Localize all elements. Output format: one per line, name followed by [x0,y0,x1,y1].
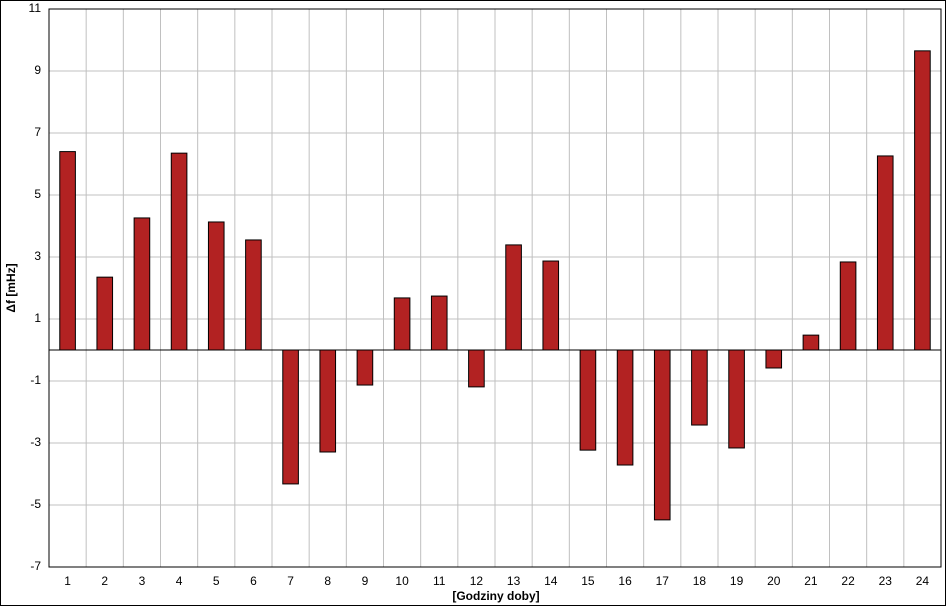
bar [133,217,151,351]
bar [319,349,337,453]
x-tick-label: 20 [767,574,781,588]
x-tick-label: 13 [507,574,521,588]
x-tick-label: 5 [213,574,220,588]
y-tick-label: -3 [30,435,41,449]
x-tick-label: 19 [730,574,744,588]
x-tick-label: 2 [101,574,108,588]
x-tick-label: 8 [324,574,331,588]
x-axis-label: [Godziny doby] [452,589,539,603]
bar [802,334,820,351]
x-tick-label: 18 [693,574,707,588]
bar [468,349,485,388]
bar [96,276,114,351]
y-tick-label: -5 [30,497,41,511]
bar [616,349,634,466]
y-tick-label: -7 [30,559,41,573]
bar [765,349,783,369]
x-tick-label: 9 [362,574,369,588]
bar [430,295,448,351]
bar [393,297,411,351]
bar [59,151,76,351]
bar [505,244,522,351]
bar [282,349,299,485]
bar [876,155,894,351]
x-tick-label: 10 [395,574,409,588]
y-tick-label: 3 [34,249,41,263]
bar [542,260,560,351]
x-tick-label: 21 [804,574,818,588]
bar [728,349,745,449]
bar [579,349,597,451]
x-tick-label: 11 [433,574,446,588]
bar [245,239,262,351]
y-tick-label: 9 [34,63,41,77]
y-tick-label: 5 [34,187,41,201]
y-tick-label: 1 [34,311,41,325]
x-tick-label: 22 [841,574,855,588]
bar [839,261,857,351]
bar [914,50,931,351]
plot-border [48,8,942,568]
y-tick-label: 7 [34,125,41,139]
x-tick-label: 4 [176,574,183,588]
x-tick-label: 17 [656,574,670,588]
bar [170,152,188,351]
x-tick-label: 14 [544,574,558,588]
y-tick-label: -1 [30,373,41,387]
x-tick-label: 1 [64,574,71,588]
x-tick-label: 15 [581,574,595,588]
y-axis-label: Δf [mHz] [4,263,18,312]
x-tick-label: 23 [879,574,893,588]
bar [207,221,225,351]
bar [691,349,708,426]
y-tick-label: 11 [29,1,42,15]
x-tick-label: 12 [470,574,484,588]
x-tick-label: 7 [287,574,294,588]
x-tick-label: 16 [618,574,632,588]
x-tick-label: 6 [250,574,257,588]
bar [653,349,671,521]
bar [356,349,374,386]
x-tick-label: 3 [139,574,146,588]
x-tick-label: 24 [916,574,930,588]
